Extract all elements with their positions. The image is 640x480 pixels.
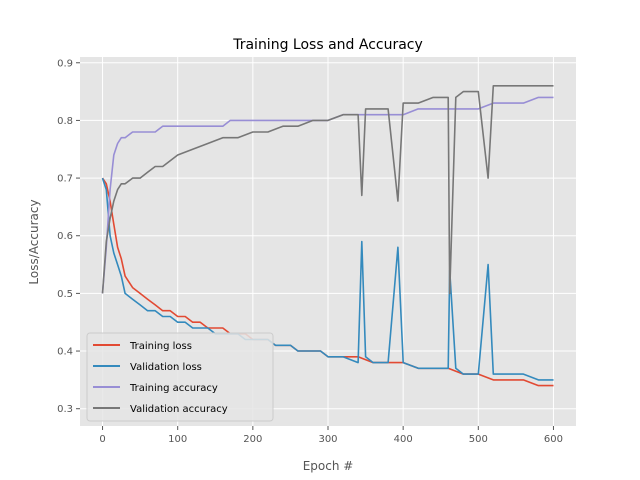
x-tick-label: 0 [99,434,105,445]
y-tick-label: 0.9 [57,58,73,69]
x-tick-label: 200 [243,434,262,445]
y-tick-label: 0.8 [57,116,73,127]
legend-label: Validation accuracy [130,404,228,415]
legend-label: Training loss [129,341,192,352]
y-tick-label: 0.3 [57,404,73,415]
x-tick-label: 500 [469,434,488,445]
y-tick-label: 0.7 [57,174,73,185]
x-axis-label: Epoch # [303,459,354,473]
x-tick-label: 600 [544,434,563,445]
legend-label: Training accuracy [129,383,218,394]
y-tick-label: 0.4 [57,347,73,358]
y-axis-label: Loss/Accuracy [27,199,41,284]
legend-label: Validation loss [130,362,202,373]
x-tick-label: 300 [318,434,337,445]
x-tick-label: 400 [394,434,413,445]
y-axis-ticks: 0.3 0.4 0.5 0.6 0.7 0.8 0.9 [57,58,80,415]
y-tick-label: 0.6 [57,231,73,242]
legend: Training loss Validation loss Training acc… [86,332,274,422]
series-line-3 [101,96,554,294]
y-tick-label: 0.5 [57,289,73,300]
series-line-4 [101,85,554,295]
legend-box [86,332,274,422]
x-axis-ticks: 0 100 200 300 400 500 600 [99,426,563,445]
x-tick-label: 100 [168,434,187,445]
chart-title: Training Loss and Accuracy [232,37,423,53]
